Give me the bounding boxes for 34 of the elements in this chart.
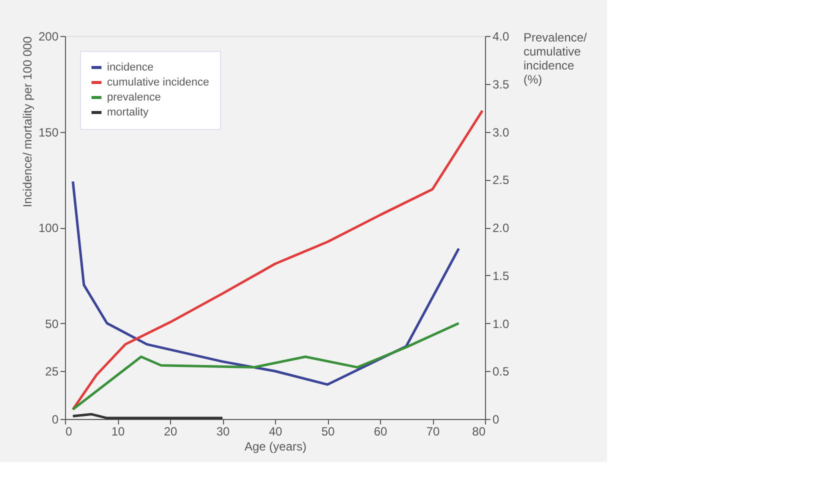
x-tick-label: 60	[374, 424, 388, 438]
y-tick-label: 200	[38, 30, 59, 44]
y-tick-label: 150	[38, 125, 59, 140]
line-series	[72, 322, 460, 411]
x-tick-label: 40	[268, 424, 282, 438]
legend-label: incidence	[107, 62, 154, 74]
y-tick-label: 50	[45, 316, 59, 331]
legend-label: prevalence	[107, 92, 161, 104]
y2-tick-label: 1.0	[492, 316, 510, 331]
y-axis-title: Incidence/ mortality per 100 000	[20, 36, 34, 208]
y-tick-label: 0	[52, 412, 59, 426]
legend-label: cumulative incidence	[107, 76, 210, 88]
x-tick-label: 80	[472, 424, 486, 438]
y2-tick-label: 2.5	[492, 173, 510, 188]
x-tick-label: 0	[66, 424, 72, 438]
x-tick-label: 30	[216, 424, 230, 438]
y2-tick-label: 4.0	[492, 30, 510, 44]
line-series	[72, 109, 484, 411]
y2-tick-label: 1.5	[492, 268, 510, 283]
y2-tick-label: 3.0	[492, 125, 510, 140]
y2-tick-label: 3.5	[492, 77, 510, 92]
x-axis-title: Age (years)	[244, 440, 307, 454]
y2-tick-label: 0.5	[492, 364, 510, 379]
x-tick-label: 20	[164, 424, 178, 438]
y2-axis-title: Prevalence/ cumulative incidence (%)	[524, 30, 588, 86]
y2-tick-label: 2.0	[492, 221, 510, 235]
y-tick-label: 100	[38, 221, 59, 235]
x-tick-label: 10	[111, 424, 125, 438]
y2-tick-label: 0	[492, 412, 500, 426]
x-tick-label: 50	[321, 424, 335, 438]
x-tick-label: 70	[426, 424, 440, 438]
y-tick-label: 25	[45, 364, 59, 379]
line-series	[72, 180, 460, 386]
legend-label: mortality	[107, 106, 150, 118]
